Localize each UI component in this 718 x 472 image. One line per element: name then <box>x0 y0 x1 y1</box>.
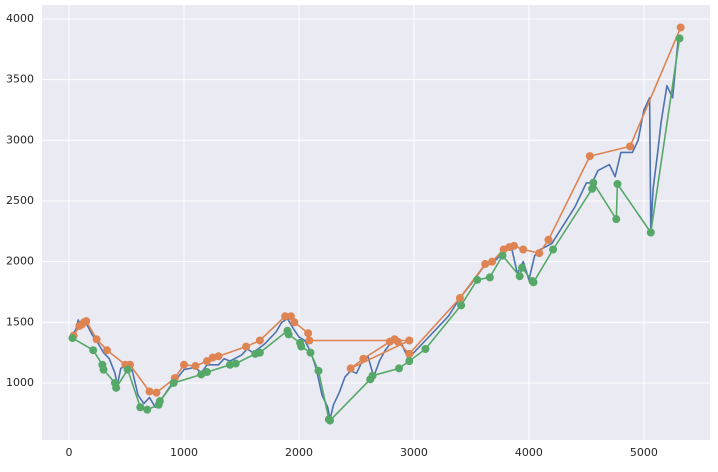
series-marker <box>82 317 91 326</box>
series-marker <box>626 142 635 151</box>
series-marker <box>306 348 315 357</box>
series-marker <box>305 336 314 345</box>
series-marker <box>191 361 200 370</box>
series-marker <box>518 263 527 272</box>
series-marker <box>612 215 621 224</box>
series-marker <box>588 184 597 193</box>
series-marker <box>179 360 188 369</box>
series-marker <box>675 34 684 43</box>
series-marker <box>535 249 544 258</box>
y-tick-label: 2500 <box>6 194 34 207</box>
series-marker <box>152 388 161 397</box>
series-marker <box>368 371 377 380</box>
series-marker <box>102 346 111 355</box>
series-marker <box>89 346 98 355</box>
series-marker <box>112 383 121 392</box>
y-tick-label: 3500 <box>6 73 34 86</box>
series-marker <box>297 342 306 351</box>
series-marker <box>231 359 240 368</box>
series-marker <box>509 241 518 250</box>
x-tick-label: 0 <box>66 446 73 459</box>
series-marker <box>99 365 108 374</box>
series-marker <box>405 349 414 358</box>
series-marker <box>646 228 655 237</box>
series-marker <box>585 152 594 161</box>
series-marker <box>255 336 264 345</box>
x-tick-label: 5000 <box>630 446 658 459</box>
y-tick-label: 1500 <box>6 315 34 328</box>
series-marker <box>304 329 313 338</box>
series-marker <box>589 178 598 187</box>
series-marker <box>519 245 528 254</box>
series-marker <box>155 397 164 406</box>
series-marker <box>143 405 152 414</box>
series-marker <box>281 312 290 321</box>
x-tick-label: 1000 <box>170 446 198 459</box>
series-marker <box>421 344 430 353</box>
series-marker <box>314 366 323 375</box>
series-marker <box>481 260 490 269</box>
series-marker <box>613 179 622 188</box>
series-marker <box>405 336 414 345</box>
series-marker <box>394 364 403 373</box>
series-marker <box>457 301 466 310</box>
series-marker <box>290 318 299 327</box>
series-marker <box>136 403 145 412</box>
series-marker <box>284 330 293 339</box>
series-marker <box>92 335 101 344</box>
y-tick-label: 1000 <box>6 376 34 389</box>
y-tick-label: 4000 <box>6 12 34 25</box>
series-marker <box>676 23 685 32</box>
series-marker <box>242 342 251 351</box>
series-marker <box>214 352 223 361</box>
series-marker <box>393 337 402 346</box>
series-marker <box>145 387 154 396</box>
y-tick-label: 2000 <box>6 255 34 268</box>
series-marker <box>498 251 507 260</box>
series-marker <box>549 245 558 254</box>
series-marker <box>359 354 368 363</box>
series-marker <box>123 365 132 374</box>
x-tick-label: 4000 <box>515 446 543 459</box>
series-marker <box>544 235 553 244</box>
series-marker <box>255 348 264 357</box>
x-tick-label: 2000 <box>285 446 313 459</box>
series-marker <box>405 357 414 366</box>
series-marker <box>202 368 211 377</box>
series-marker <box>326 416 335 425</box>
series-marker <box>488 257 497 266</box>
series-marker <box>455 294 464 303</box>
y-tick-label: 3000 <box>6 133 34 146</box>
series-marker <box>485 273 494 282</box>
series-marker <box>286 312 295 321</box>
series-marker <box>169 378 178 387</box>
series-marker <box>515 272 524 281</box>
plot-background <box>42 5 710 440</box>
x-tick-label: 3000 <box>400 446 428 459</box>
series-marker <box>346 364 355 373</box>
series-marker <box>473 275 482 284</box>
series-marker <box>529 278 538 287</box>
series-marker <box>202 357 211 366</box>
series-marker <box>68 334 77 343</box>
